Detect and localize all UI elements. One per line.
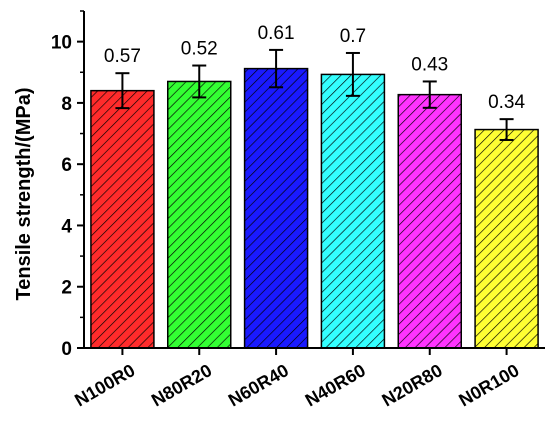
bar-N0R100 bbox=[474, 128, 539, 349]
bar-N20R80 bbox=[397, 93, 463, 349]
y-axis-label: Tensile strength/(MPa) bbox=[13, 88, 35, 301]
x-tick-label-N80R20: N80R20 bbox=[148, 360, 215, 410]
x-tick-label-N20R80: N20R80 bbox=[379, 360, 446, 410]
error-bar-N80R20 bbox=[192, 64, 207, 99]
data-label-N80R20: 0.52 bbox=[181, 39, 218, 60]
x-tick-label-N60R40: N60R40 bbox=[225, 360, 292, 410]
bar-N60R40 bbox=[243, 67, 309, 349]
y-tick-label: 2 bbox=[61, 278, 72, 299]
bar-N40R60 bbox=[320, 73, 386, 349]
y-tick-label: 6 bbox=[61, 155, 72, 176]
x-tick-label-N0R100: N0R100 bbox=[455, 360, 522, 410]
y-tick-label: 0 bbox=[61, 339, 72, 360]
error-bar-N60R40 bbox=[269, 48, 284, 89]
data-label-N40R60: 0.7 bbox=[340, 26, 366, 47]
error-bar-N100R0 bbox=[115, 72, 130, 110]
data-labels: 0.57 0.52 0.61 0.7 0.43 0.34 bbox=[104, 23, 526, 113]
x-tick-label-N100R0: N100R0 bbox=[71, 360, 138, 410]
error-bar-N40R60 bbox=[345, 51, 360, 97]
error-bar-N20R80 bbox=[422, 80, 437, 109]
y-tick-label: 8 bbox=[61, 94, 72, 115]
data-label-N100R0: 0.57 bbox=[104, 46, 141, 67]
bar-N80R20 bbox=[166, 80, 232, 349]
x-tick-label-N40R60: N40R60 bbox=[302, 360, 369, 410]
bars bbox=[90, 67, 539, 349]
bar-N100R0 bbox=[90, 89, 155, 349]
data-label-N0R100: 0.34 bbox=[488, 92, 525, 113]
y-tick-label: 4 bbox=[61, 216, 72, 237]
y-tick-label: 10 bbox=[51, 33, 72, 54]
data-label-N60R40: 0.61 bbox=[258, 23, 295, 44]
error-bars bbox=[115, 48, 514, 141]
error-bar-N0R100 bbox=[499, 118, 514, 141]
data-label-N20R80: 0.43 bbox=[411, 54, 448, 75]
